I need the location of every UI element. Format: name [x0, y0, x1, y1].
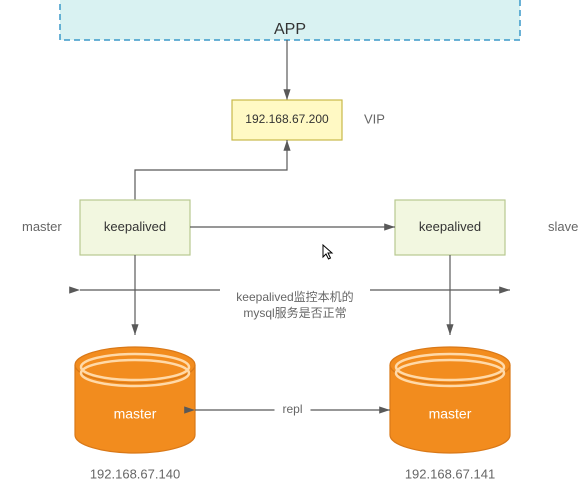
vip-ip: 192.168.67.200 — [245, 112, 329, 126]
monitor-label-1: keepalived监控本机的 — [236, 289, 353, 304]
monitor-label-2: mysql服务是否正常 — [243, 305, 346, 320]
app-label: APP — [274, 21, 306, 38]
db-right-label: master — [429, 406, 472, 422]
repl-label: repl — [282, 402, 302, 416]
keepalived-right-label: keepalived — [419, 219, 481, 234]
keepalived-right-side-label: slave — [548, 219, 578, 234]
edge-keepalived-to-vip — [135, 140, 287, 200]
db-right-ip: 192.168.67.141 — [405, 466, 495, 481]
cursor-icon — [323, 245, 332, 259]
db-left-label: master — [114, 406, 157, 422]
vip-side-label: VIP — [364, 111, 385, 126]
db-left-ip: 192.168.67.140 — [90, 466, 180, 481]
keepalived-left-label: keepalived — [104, 219, 166, 234]
keepalived-left-side-label: master — [22, 219, 62, 234]
